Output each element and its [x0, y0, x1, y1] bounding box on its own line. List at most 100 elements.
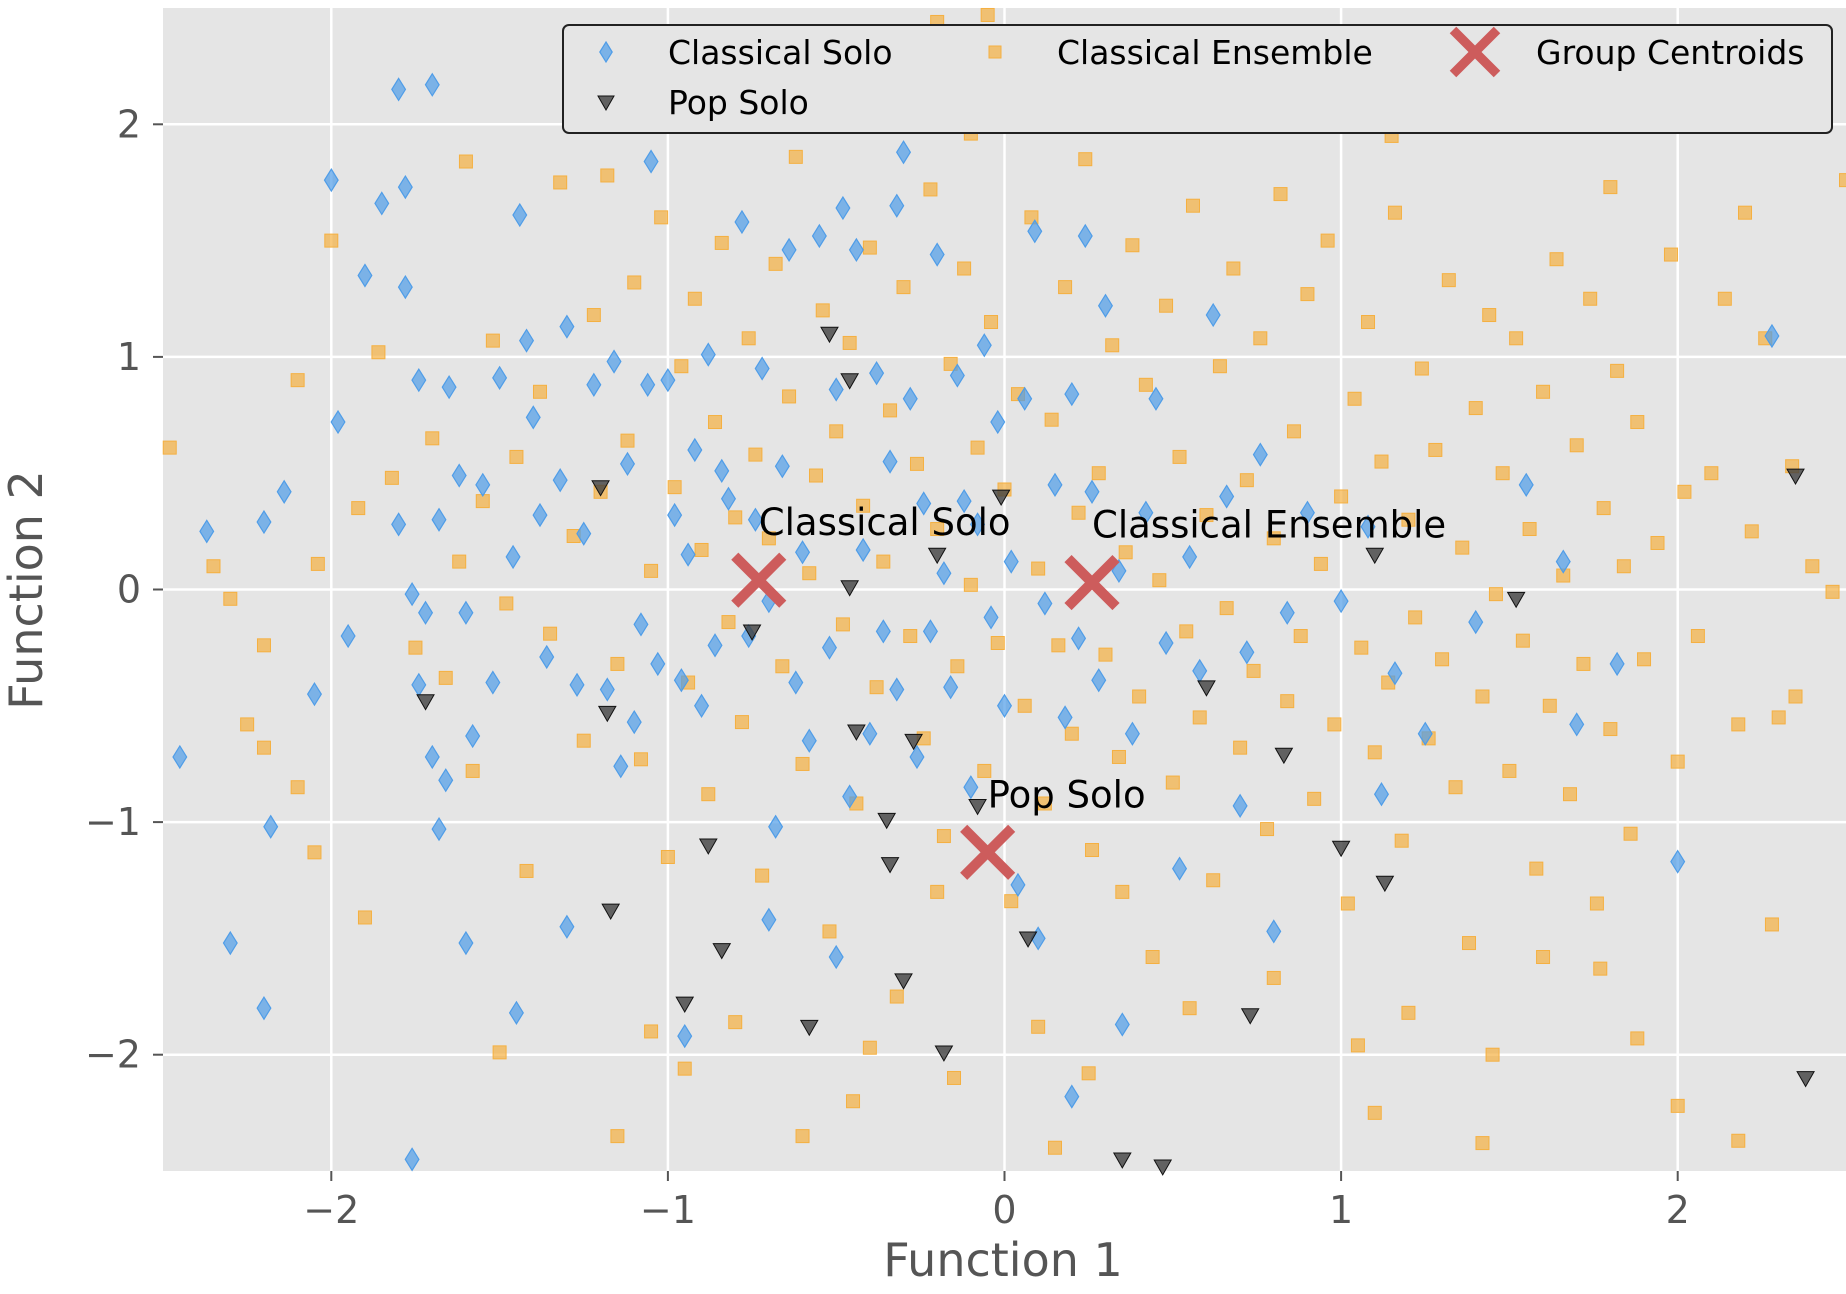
classical-solo-point [492, 365, 508, 390]
pop-solo-point [880, 857, 900, 874]
classical-solo-point [909, 744, 925, 770]
classical-ensemble-point [162, 440, 177, 455]
classical-solo-point [848, 237, 864, 263]
classical-ensemble-point [674, 359, 689, 374]
classical-ensemble-point [1462, 936, 1477, 951]
classical-ensemble-point [1179, 624, 1194, 639]
y-axis-label: Function 2 [0, 470, 53, 710]
classical-ensemble-point [1663, 247, 1678, 262]
classical-ensemble-point [499, 596, 514, 611]
classical-ensemble-point [1515, 633, 1530, 648]
classical-solo-point [613, 754, 629, 779]
classical-solo-point [828, 944, 844, 970]
classical-solo-point [357, 263, 373, 288]
classical-ensemble-point [930, 884, 945, 899]
classical-ensemble-point [1078, 152, 1093, 167]
classical-solo-point [199, 519, 215, 544]
classical-ensemble-point [728, 510, 743, 525]
classical-solo-point [768, 814, 784, 839]
classical-ensemble-point [1064, 726, 1079, 741]
classical-ensemble-point [1145, 950, 1160, 965]
classical-ensemble-point [1623, 826, 1638, 841]
classical-solo-point [835, 195, 851, 221]
classical-ensemble-point [923, 182, 938, 197]
pop-solo-point [968, 798, 987, 816]
legend-marker-classical-ensemble [988, 45, 1002, 59]
y-tick-label: 2 [117, 102, 141, 146]
classical-ensemble-point [1704, 466, 1719, 481]
classical-ensemble-point [1081, 1066, 1096, 1081]
classical-solo-point [1091, 668, 1107, 693]
pop-solo-point [820, 326, 839, 344]
classical-ensemble-point [1182, 1001, 1197, 1016]
classical-solo-point [640, 372, 656, 397]
classical-solo-point [485, 670, 501, 695]
classical-ensemble-point [1468, 401, 1483, 416]
classical-ensemble-point [755, 868, 770, 883]
classical-ensemble-point [677, 1061, 692, 1076]
classical-solo-point [667, 502, 683, 528]
classical-ensemble-point [1448, 780, 1463, 795]
pop-solo-point [1112, 1152, 1132, 1169]
classical-ensemble-point [795, 756, 810, 771]
classical-ensemble-point [206, 559, 221, 574]
classical-ensemble-point [1340, 896, 1355, 911]
classical-ensemble-point [633, 752, 648, 767]
classical-solo-point [862, 721, 878, 746]
centroid-marker [960, 824, 1016, 880]
legend-item-group-centroids: Group Centroids [1449, 26, 1805, 78]
classical-ensemble-point [1031, 561, 1046, 576]
classical-ensemble-point [1569, 438, 1584, 453]
y-tick-label: −2 [85, 1033, 141, 1077]
classical-ensemble-point [728, 1015, 743, 1030]
classical-ensemble-point [1805, 559, 1820, 574]
classical-solo-point [256, 509, 272, 535]
classical-ensemble-point [290, 780, 305, 795]
axis-ticks: −2 −1 0 1 2 −2 −1 0 1 2 [85, 102, 1690, 1232]
classical-ensemble-point [290, 373, 305, 388]
pop-solo-point [1240, 1008, 1260, 1025]
legend-item-pop-solo: Pop Solo [597, 83, 809, 122]
pop-solo-point [1018, 931, 1038, 948]
classical-ensemble-point [1536, 384, 1551, 399]
classical-ensemble-point [862, 240, 877, 255]
classical-ensemble-point [1037, 796, 1052, 811]
classical-ensemble-point [1058, 280, 1073, 295]
classical-ensemble-point [1226, 261, 1241, 276]
classical-ensemble-point [1414, 361, 1429, 376]
classical-ensemble-point [1239, 473, 1254, 488]
x-tick-label: −2 [303, 1188, 359, 1232]
classical-ensemble-point [620, 433, 635, 448]
classical-ensemble-point [869, 680, 884, 695]
classical-solo-point [1252, 442, 1268, 467]
classical-ensemble-point [1374, 454, 1389, 469]
classical-ensemble-point [256, 638, 271, 653]
pop-solo-point [934, 1045, 954, 1062]
legend-label: Classical Ensemble [1057, 33, 1373, 72]
centroid-stroke [731, 552, 787, 608]
classical-solo-point [949, 363, 965, 388]
classical-solo-point [519, 328, 535, 353]
x-tick-label: 1 [1329, 1188, 1353, 1232]
classical-solo-point [1555, 549, 1571, 574]
classical-ensemble-point [761, 531, 776, 546]
pop-solo-point [698, 838, 718, 855]
classical-ensemble-point [1562, 787, 1577, 802]
classical-solo-point [263, 814, 279, 839]
classical-ensemble-point [627, 275, 642, 290]
classical-solo-point [943, 675, 959, 700]
classical-ensemble-point [1485, 1047, 1500, 1062]
classical-solo-point [1219, 484, 1235, 509]
classical-solo-point [996, 693, 1013, 718]
classical-solo-point [1064, 381, 1080, 407]
classical-solo-point [795, 540, 811, 565]
classical-ensemble-point [1253, 331, 1268, 346]
classical-solo-point [700, 342, 716, 367]
classical-solo-point [643, 149, 659, 174]
classical-ensemble-point [1435, 652, 1450, 667]
classical-solo-point [875, 619, 891, 644]
pop-solo-point [840, 580, 860, 597]
classical-ensemble-point [1044, 412, 1059, 427]
pop-solo-point [1796, 1071, 1815, 1088]
classical-ensemble-point [438, 670, 453, 685]
